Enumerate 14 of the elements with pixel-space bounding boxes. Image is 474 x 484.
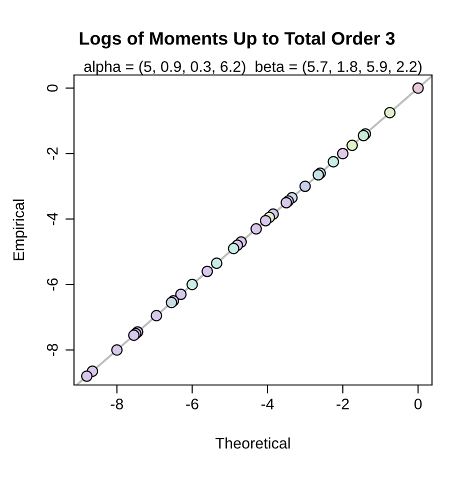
x-tick-label: -4 <box>261 398 274 410</box>
x-tick-label: -8 <box>110 398 124 410</box>
x-tick-label: -6 <box>186 398 198 410</box>
chart-subtitle: alpha = (5, 0.9, 0.3, 6.2) beta = (5.7, 1.8, 5.9, 2.2) <box>84 60 422 75</box>
y-tick-label: -6 <box>46 278 58 291</box>
y-axis-title: Empirical <box>12 200 28 260</box>
y-tick-label: -2 <box>46 148 58 160</box>
x-tick-label: 0 <box>414 398 422 410</box>
y-tick-label: 0 <box>46 84 58 92</box>
y-tick-label: -8 <box>46 344 58 356</box>
y-tick-label: -4 <box>47 212 58 226</box>
x-axis-title: Theoretical <box>216 437 290 449</box>
chart-title: Logs of Moments Up to Total Order 3 <box>80 32 395 48</box>
x-tick-label: -2 <box>336 398 349 410</box>
